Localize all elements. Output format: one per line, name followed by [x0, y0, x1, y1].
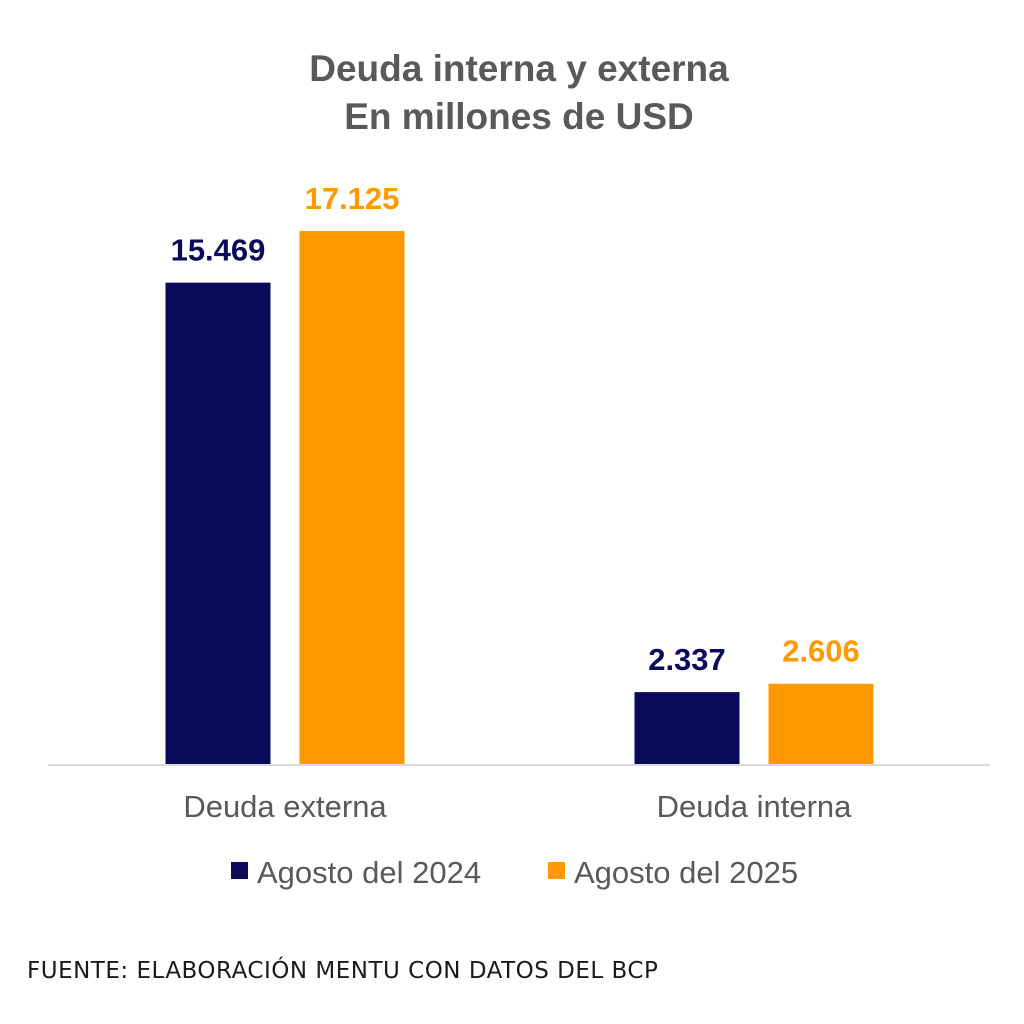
bars-layer	[165, 231, 874, 765]
legend: Agosto del 2024 Agosto del 2025	[231, 855, 798, 890]
value-label-deuda-interna-agosto-del-2024: 2.337	[648, 642, 726, 677]
value-label-deuda-externa-agosto-del-2025: 17.125	[305, 181, 400, 216]
value-label-deuda-interna-agosto-del-2025: 2.606	[782, 634, 860, 669]
legend-label-agosto-2025: Agosto del 2025	[574, 855, 798, 890]
value-label-deuda-externa-agosto-del-2024: 15.469	[171, 233, 266, 268]
category-label-deuda-interna: Deuda interna	[657, 789, 853, 824]
category-label-deuda-externa: Deuda externa	[183, 789, 387, 824]
bar-deuda-interna-agosto-del-2024	[634, 692, 740, 765]
value-labels-layer: 15.469 2.337 17.125 2.606	[171, 181, 860, 677]
chart-subtitle: En millones de USD	[344, 96, 694, 137]
source-note: FUENTE: ELABORACIÓN MENTU CON DATOS DEL …	[27, 956, 658, 984]
bar-deuda-externa-agosto-del-2025	[299, 231, 405, 765]
legend-label-agosto-2024: Agosto del 2024	[257, 855, 481, 890]
bar-deuda-externa-agosto-del-2024	[165, 282, 271, 765]
chart-title: Deuda interna y externa	[309, 48, 729, 89]
legend-swatch-agosto-2024	[231, 862, 248, 879]
bar-deuda-interna-agosto-del-2025	[768, 683, 874, 765]
legend-swatch-agosto-2025	[548, 862, 565, 879]
